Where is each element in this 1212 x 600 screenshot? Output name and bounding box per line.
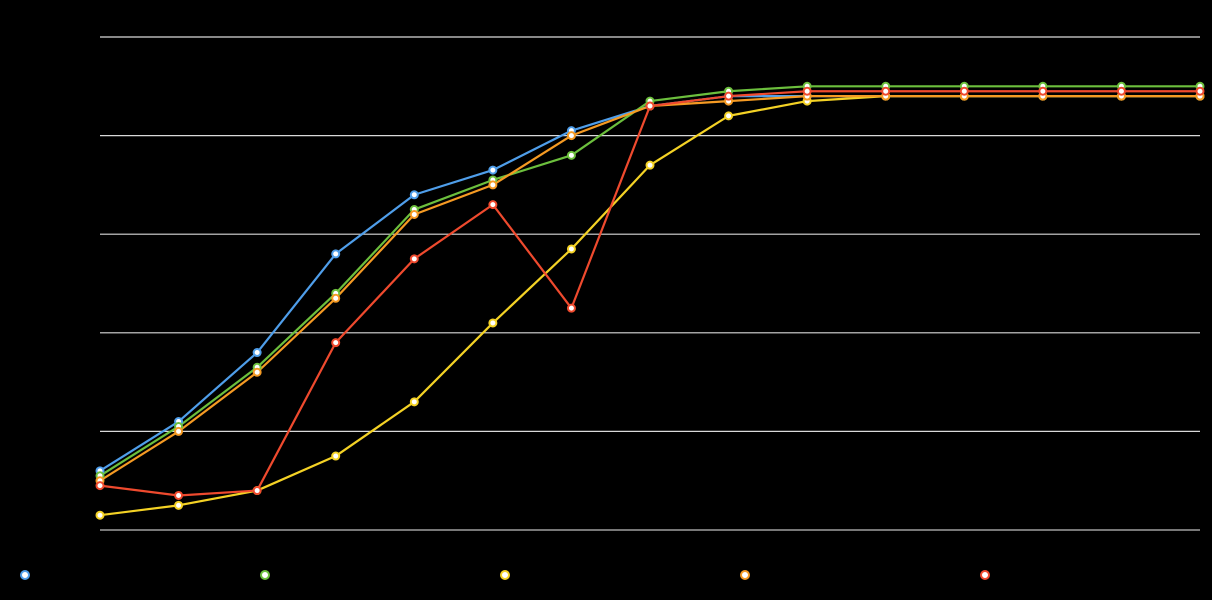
legend-item-series-orange <box>740 570 758 580</box>
series-red-marker <box>1118 88 1125 95</box>
series-orange-marker <box>175 428 182 435</box>
series-blue-marker <box>332 250 339 257</box>
legend-item-series-red <box>980 570 998 580</box>
series-yellow-marker <box>725 112 732 119</box>
series-red-marker <box>97 482 104 489</box>
series-red-marker <box>1039 88 1046 95</box>
series-red-marker <box>254 487 261 494</box>
legend-item-series-green <box>260 570 278 580</box>
legend-marker-icon <box>980 570 990 580</box>
series-red-marker <box>961 88 968 95</box>
series-green-marker <box>568 152 575 159</box>
series-red-line <box>100 91 1200 495</box>
legend-marker-icon <box>500 570 510 580</box>
series-red-marker <box>411 255 418 262</box>
series-yellow-marker <box>332 453 339 460</box>
series-yellow-marker <box>647 162 654 169</box>
series-red-marker <box>332 339 339 346</box>
series-orange-marker <box>411 211 418 218</box>
legend-item-series-yellow <box>500 570 518 580</box>
series-red-marker <box>568 305 575 312</box>
series-orange-marker <box>489 181 496 188</box>
series-yellow-marker <box>175 502 182 509</box>
series-red-marker <box>882 88 889 95</box>
legend-marker-icon <box>740 570 750 580</box>
series-red-marker <box>489 201 496 208</box>
series-orange-line <box>100 96 1200 481</box>
series-red-marker <box>175 492 182 499</box>
series-orange-marker <box>332 295 339 302</box>
series-yellow-marker <box>568 245 575 252</box>
legend-item-series-blue <box>20 570 38 580</box>
series-yellow-marker <box>489 319 496 326</box>
series-red-marker <box>647 103 654 110</box>
series-red-marker <box>1197 88 1204 95</box>
line-chart <box>0 0 1212 600</box>
series-red-marker <box>804 88 811 95</box>
series-blue-marker <box>489 167 496 174</box>
series-orange-marker <box>568 132 575 139</box>
legend-marker-icon <box>260 570 270 580</box>
legend-marker-icon <box>20 570 30 580</box>
series-green-line <box>100 86 1200 475</box>
chart-canvas <box>0 0 1212 600</box>
series-red-marker <box>725 93 732 100</box>
series-yellow-marker <box>411 398 418 405</box>
series-blue-line <box>100 96 1200 471</box>
series-blue-marker <box>411 191 418 198</box>
series-blue-marker <box>254 349 261 356</box>
series-yellow-line <box>100 96 1200 515</box>
series-yellow-marker <box>97 512 104 519</box>
series-orange-marker <box>254 369 261 376</box>
